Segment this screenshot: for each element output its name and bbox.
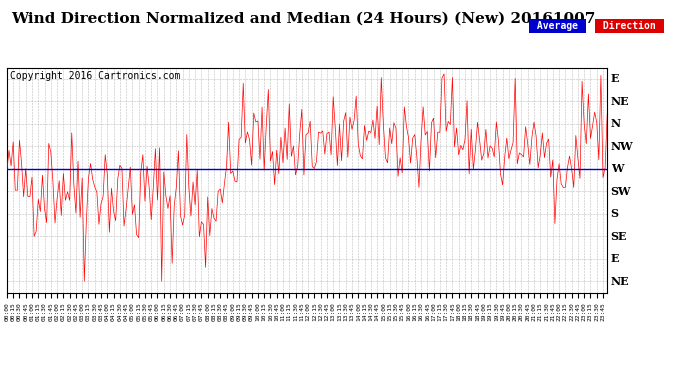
Text: N: N (611, 118, 621, 129)
Text: Copyright 2016 Cartronics.com: Copyright 2016 Cartronics.com (10, 71, 181, 81)
Text: NE: NE (611, 96, 629, 107)
Text: NW: NW (611, 141, 633, 152)
Text: E: E (611, 73, 619, 84)
Text: Wind Direction Normalized and Median (24 Hours) (New) 20161007: Wind Direction Normalized and Median (24… (12, 11, 595, 25)
Text: W: W (611, 163, 623, 174)
Text: Direction: Direction (597, 21, 662, 31)
Text: SE: SE (611, 231, 627, 242)
Text: E: E (611, 253, 619, 264)
Text: S: S (611, 208, 619, 219)
Text: Average: Average (531, 21, 584, 31)
Text: SW: SW (611, 186, 631, 197)
Text: NE: NE (611, 276, 629, 287)
